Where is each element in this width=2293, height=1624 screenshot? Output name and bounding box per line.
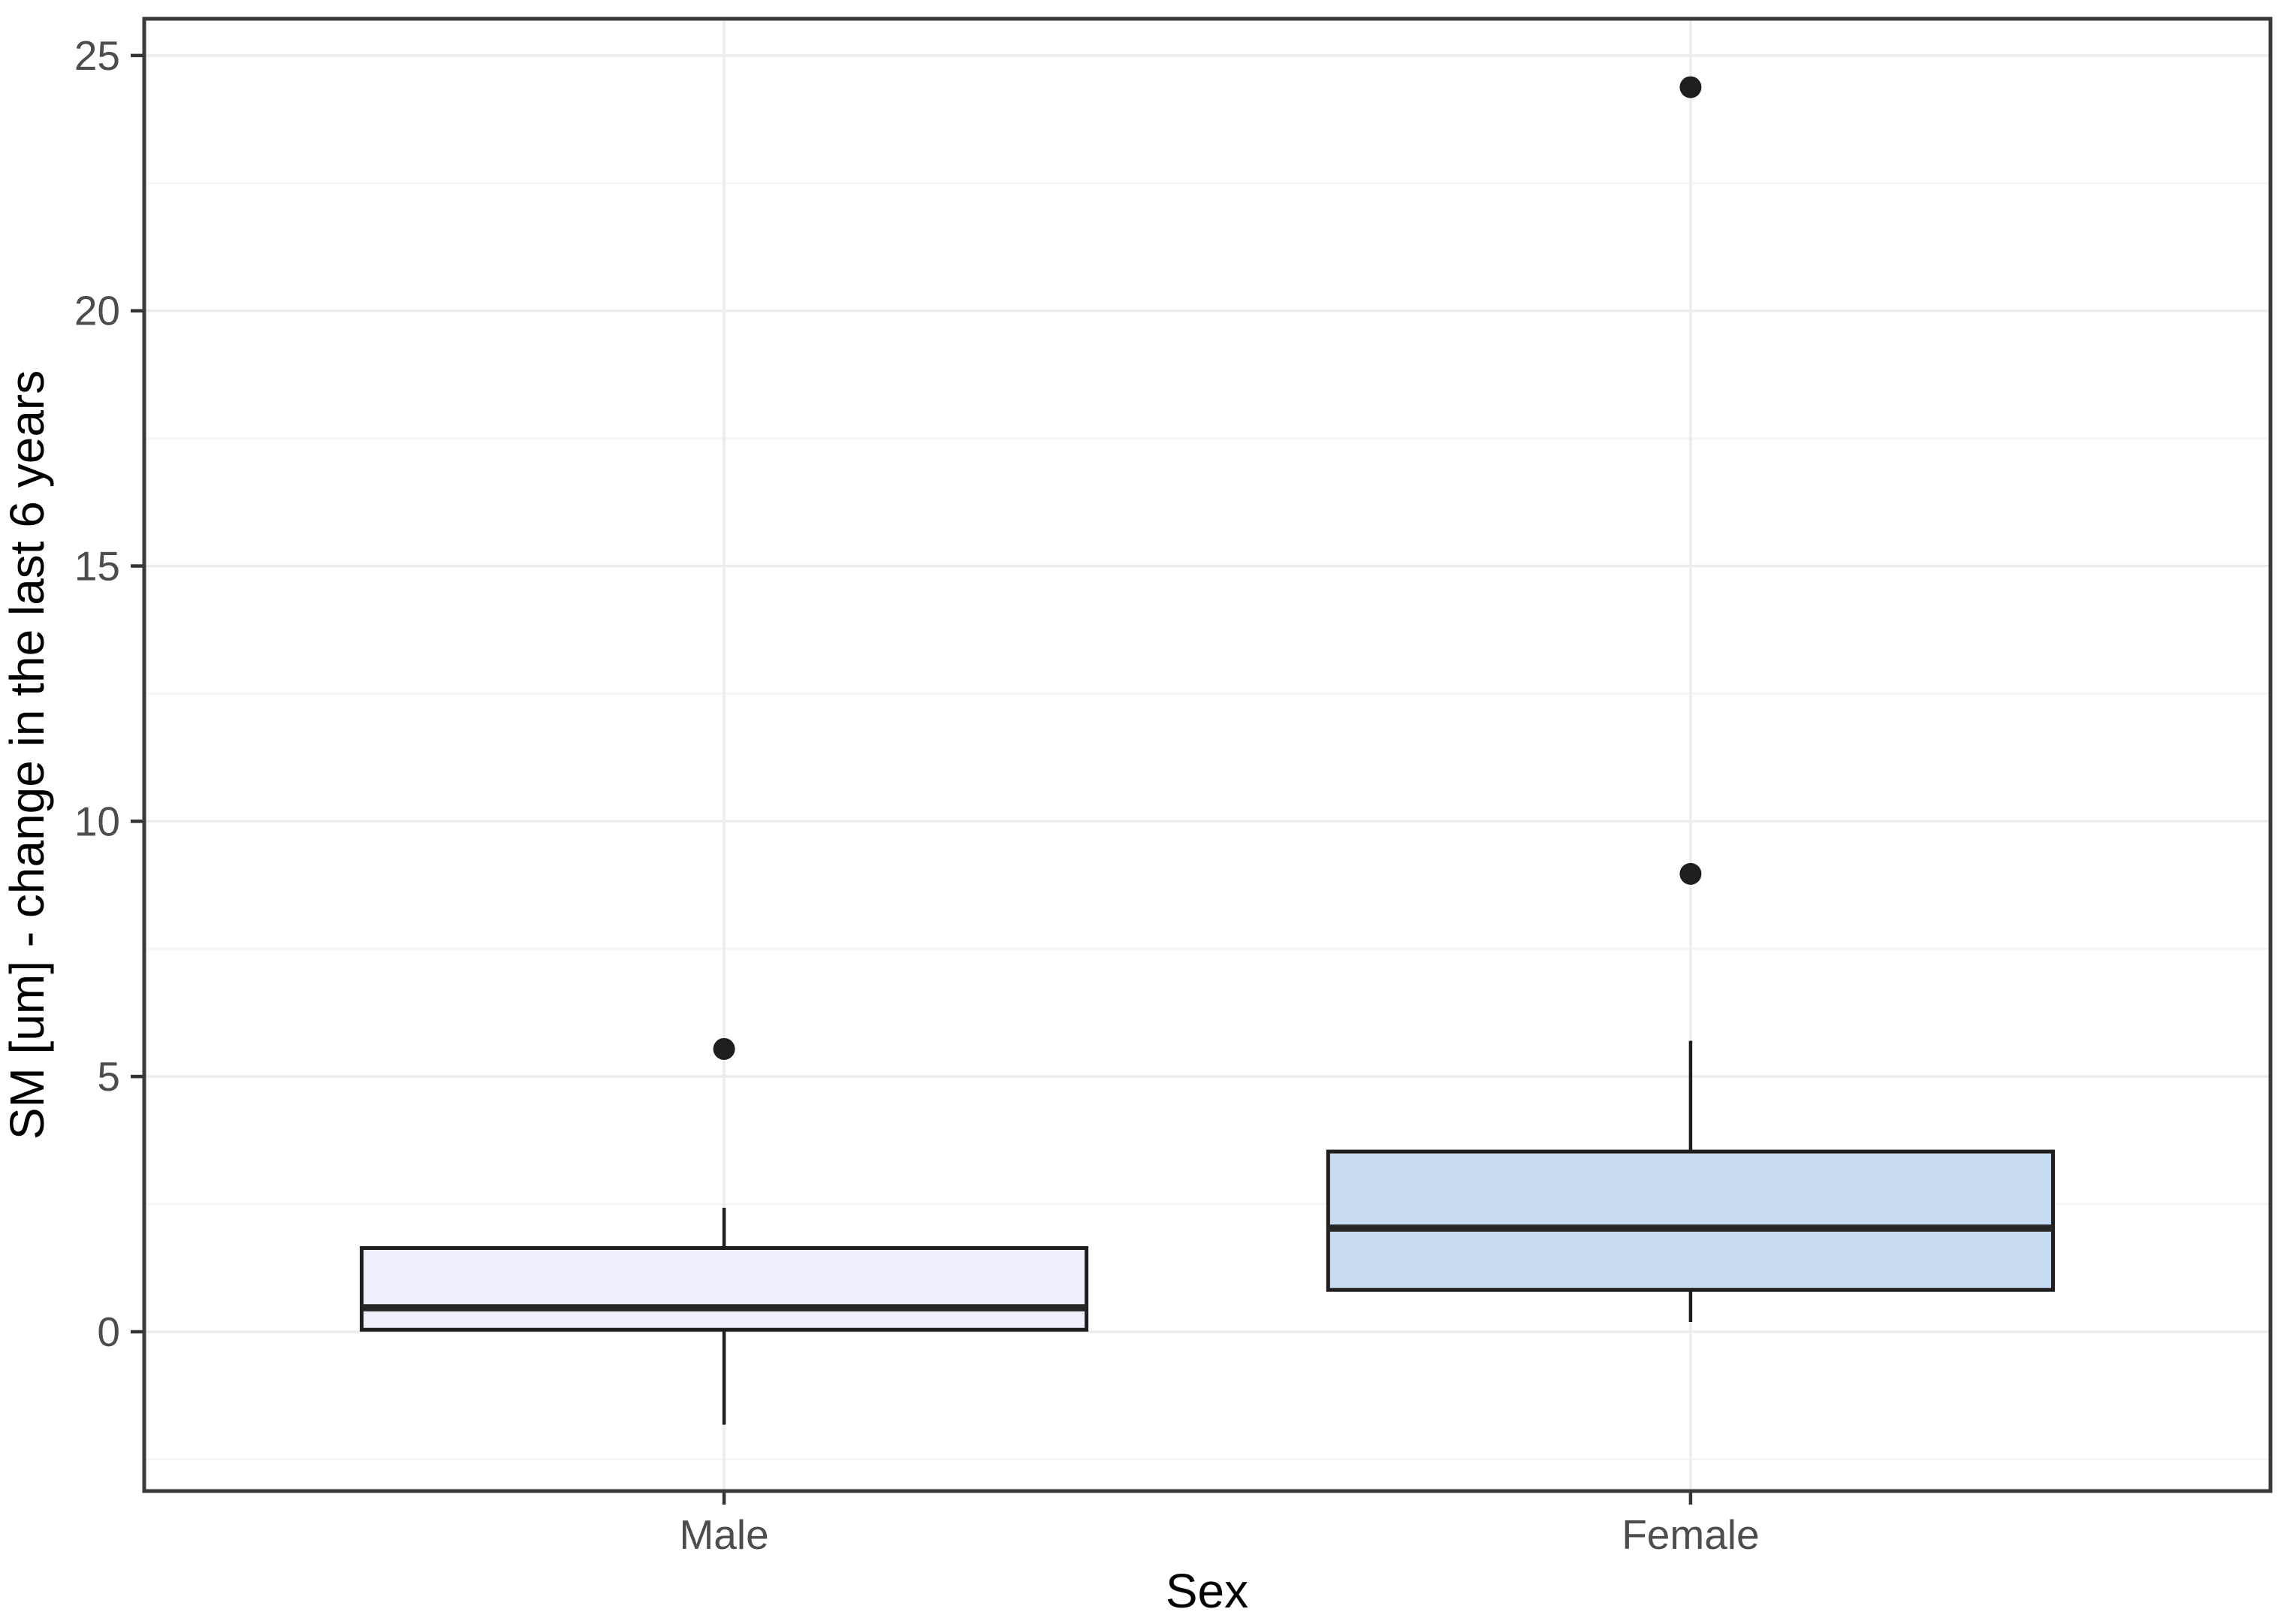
x-axis-title: Sex bbox=[1166, 1564, 1248, 1618]
outlier-point bbox=[713, 1037, 735, 1060]
x-tick-label-female: Female bbox=[1622, 1511, 1759, 1558]
y-axis-title: SM [um] - change in the last 6 years bbox=[0, 370, 54, 1140]
box-iqr bbox=[360, 1246, 1089, 1332]
y-tick-label: 0 bbox=[97, 1309, 120, 1355]
x-tick-label-male: Male bbox=[679, 1511, 768, 1558]
box-iqr bbox=[1326, 1149, 2055, 1292]
y-tick-label: 20 bbox=[74, 288, 120, 334]
plot-layers: 0 5 10 15 20 25 Male Female bbox=[74, 17, 2273, 1558]
y-tick-label: 5 bbox=[97, 1053, 120, 1100]
boxplot-female bbox=[1326, 76, 2055, 1323]
y-tick-label: 25 bbox=[74, 32, 120, 79]
panel-border bbox=[142, 17, 2273, 1493]
outlier-point bbox=[1679, 862, 1702, 885]
y-tick-label: 10 bbox=[74, 798, 120, 844]
outlier-point bbox=[1679, 76, 1702, 98]
y-tick-label: 15 bbox=[74, 543, 120, 590]
boxplot-male bbox=[360, 1037, 1089, 1425]
